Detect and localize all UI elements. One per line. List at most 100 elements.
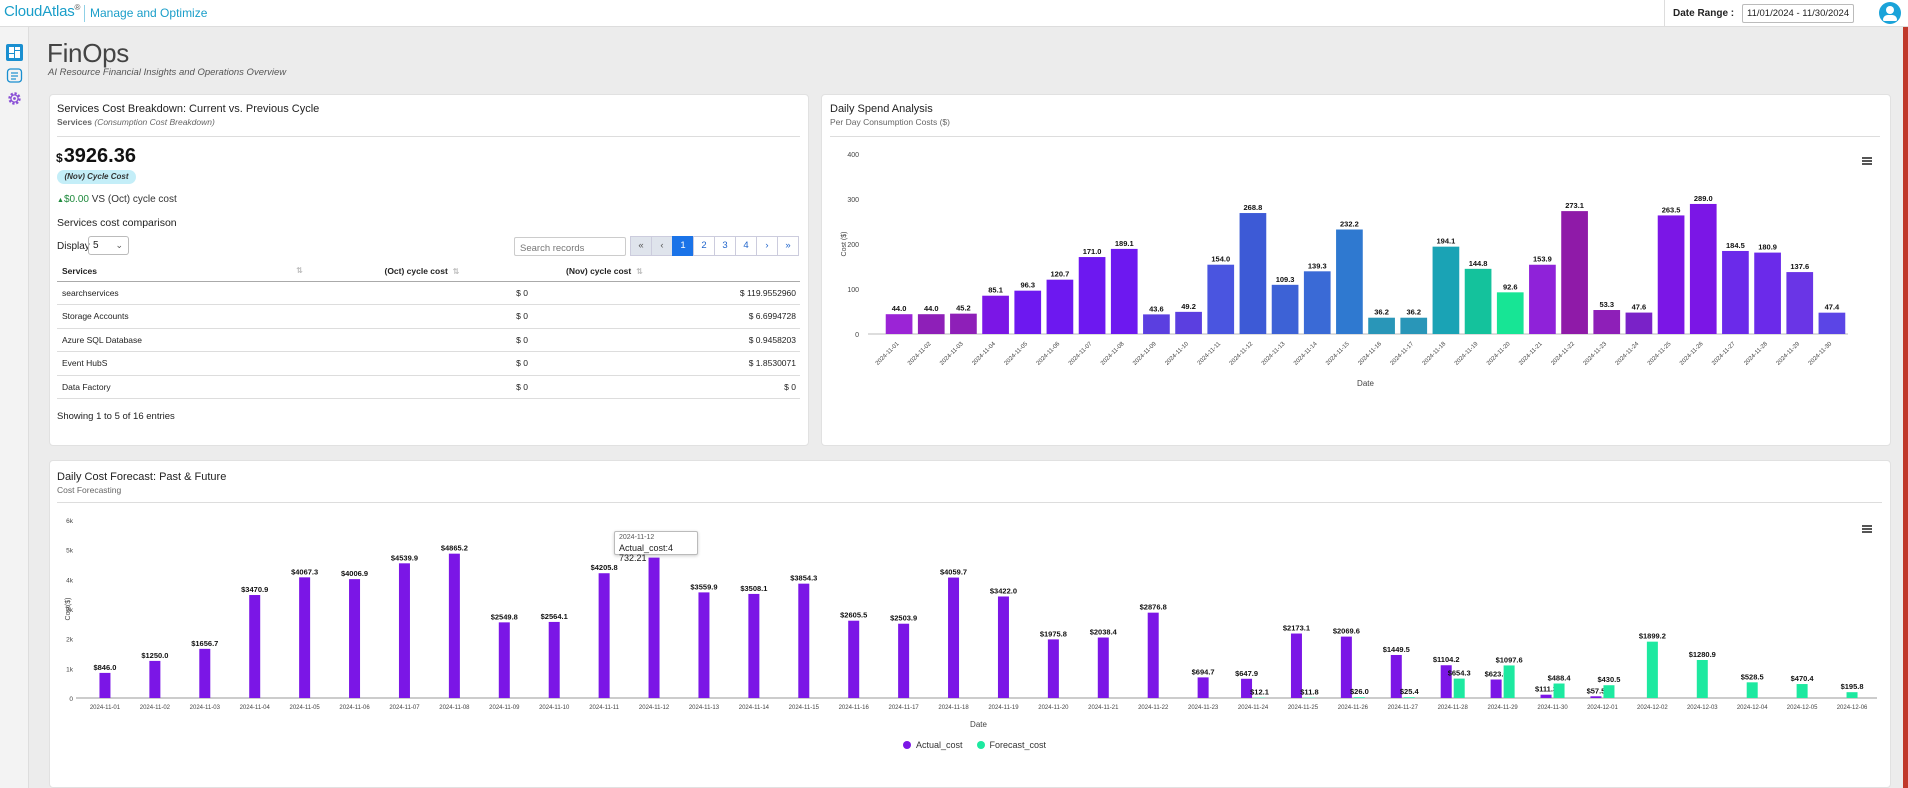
bar-forecast [1796, 684, 1808, 698]
data-label: $195.8 [1841, 682, 1864, 691]
user-avatar-icon[interactable] [1879, 2, 1901, 24]
x-tick-label: 2024-11-14 [1293, 341, 1319, 367]
bar-actual [1047, 639, 1059, 698]
search-records-input[interactable] [514, 237, 626, 256]
y-tick-label: 5k [66, 548, 74, 555]
bar [1722, 250, 1749, 334]
data-label: 171.0 [1083, 247, 1102, 256]
data-label: 92.6 [1503, 282, 1518, 291]
x-tick-label: 2024-11-22 [1550, 341, 1576, 367]
x-tick-label: 2024-11-17 [889, 705, 920, 711]
bar-actual [349, 579, 361, 698]
data-label: $2503.9 [890, 614, 917, 623]
data-label: $1104.2 [1433, 655, 1460, 664]
data-label: 47.6 [1632, 303, 1647, 312]
legend-forecast[interactable]: Forecast_cost [976, 740, 1046, 750]
x-tick-label: 2024-11-12 [639, 705, 670, 711]
column-header-services[interactable]: Services ⇅ [57, 261, 307, 282]
x-tick-label: 2024-12-01 [1587, 705, 1618, 711]
data-label: $3508.1 [740, 584, 767, 593]
table-row: Storage Accounts $ 0 $ 6.6994728 [57, 304, 800, 329]
bar-actual [798, 583, 810, 698]
x-tick-label: 2024-11-06 [1036, 341, 1062, 367]
last-page-button[interactable]: » [777, 236, 799, 256]
date-range-input[interactable]: 11/01/2024 - 11/30/2024 [1742, 4, 1854, 23]
bar [1689, 203, 1717, 334]
data-label: $2605.5 [840, 611, 867, 620]
sort-icon: ⇅ [296, 265, 303, 275]
x-tick-label: 2024-11-27 [1711, 341, 1737, 367]
x-tick-label: 2024-11-13 [1261, 341, 1287, 367]
sidebar [0, 27, 29, 788]
x-tick-label: 2024-11-11 [589, 705, 619, 711]
chart-menu-icon[interactable] [1862, 525, 1872, 533]
x-tick-label: 2024-11-08 [1100, 341, 1126, 367]
bar [1368, 317, 1395, 334]
date-range-panel [1664, 0, 1876, 27]
x-tick-label: 2024-12-03 [1687, 705, 1718, 711]
brand-divider [84, 5, 85, 22]
x-tick-label: 2024-11-15 [789, 705, 820, 711]
bar [1336, 229, 1363, 334]
bar-actual [1490, 679, 1502, 698]
x-tick-label: 2024-11-28 [1438, 705, 1469, 711]
bar-actual [398, 563, 410, 698]
y-tick-label: 0 [855, 332, 859, 339]
column-header-nov[interactable]: (Nov) cycle cost ⇅ [532, 261, 800, 282]
page-3-button[interactable]: 3 [714, 236, 736, 256]
legend-actual[interactable]: Actual_cost [903, 740, 963, 750]
x-tick-label: 2024-11-06 [339, 705, 370, 711]
page-4-button[interactable]: 4 [735, 236, 757, 256]
page-2-button[interactable]: 2 [693, 236, 715, 256]
bar-actual [598, 573, 610, 698]
first-page-button[interactable]: « [630, 236, 652, 256]
report-icon[interactable] [6, 67, 23, 84]
data-label: $528.5 [1741, 672, 1764, 681]
x-tick-label: 2024-11-05 [1004, 341, 1030, 367]
data-label: 109.3 [1276, 275, 1295, 284]
bar-actual [498, 622, 510, 698]
bar-actual [1590, 696, 1602, 698]
bar [1271, 284, 1299, 334]
x-tick-label: 2024-11-20 [1486, 341, 1512, 367]
page-1-button[interactable]: 1 [672, 236, 694, 256]
sort-icon: ⇅ [452, 266, 460, 276]
chart-menu-icon[interactable] [1862, 157, 1872, 165]
prev-page-button[interactable]: ‹ [651, 236, 673, 256]
data-label: 36.2 [1406, 308, 1421, 317]
daily-spend-title: Daily Spend Analysis [830, 103, 933, 115]
x-tick-label: 2024-11-04 [971, 341, 997, 367]
bar-forecast [1696, 660, 1708, 698]
settings-gear-icon[interactable] [6, 90, 23, 107]
column-header-oct[interactable]: (Oct) cycle cost ⇅ [307, 261, 532, 282]
display-label: Display [57, 241, 90, 252]
display-count-select[interactable]: 5 ⌄ [88, 236, 129, 255]
bar [982, 295, 1009, 334]
bar [1143, 314, 1170, 334]
x-tick-label: 2024-11-19 [1454, 341, 1480, 367]
bar-actual [1097, 637, 1109, 698]
data-label: $26.0 [1350, 687, 1369, 696]
x-tick-label: 2024-11-23 [1583, 341, 1609, 367]
data-label: 153.9 [1533, 255, 1552, 264]
bar [885, 314, 913, 334]
next-page-button[interactable]: › [756, 236, 778, 256]
x-tick-label: 2024-11-26 [1679, 341, 1705, 367]
brand-logo[interactable]: CloudAtlas® [4, 3, 81, 20]
bar-actual [848, 620, 860, 698]
data-label: 144.8 [1469, 259, 1488, 268]
data-label: $4205.8 [591, 563, 618, 572]
page-subtitle: AI Resource Financial Insights and Opera… [48, 67, 287, 78]
data-label: $4067.3 [291, 567, 318, 576]
dashboard-icon[interactable] [6, 44, 23, 61]
services-card-subtitle: Services (Consumption Cost Breakdown) [57, 117, 215, 127]
data-label: 45.2 [956, 304, 971, 313]
bar [1014, 290, 1042, 334]
page-title: FinOps [47, 38, 130, 68]
x-tick-label: 2024-11-10 [539, 705, 570, 711]
bar-actual [548, 621, 560, 698]
bar [1303, 271, 1331, 334]
bar [1432, 246, 1460, 334]
top-bar: CloudAtlas® Manage and Optimize Date Ran… [0, 0, 1908, 27]
data-label: 232.2 [1340, 220, 1359, 229]
